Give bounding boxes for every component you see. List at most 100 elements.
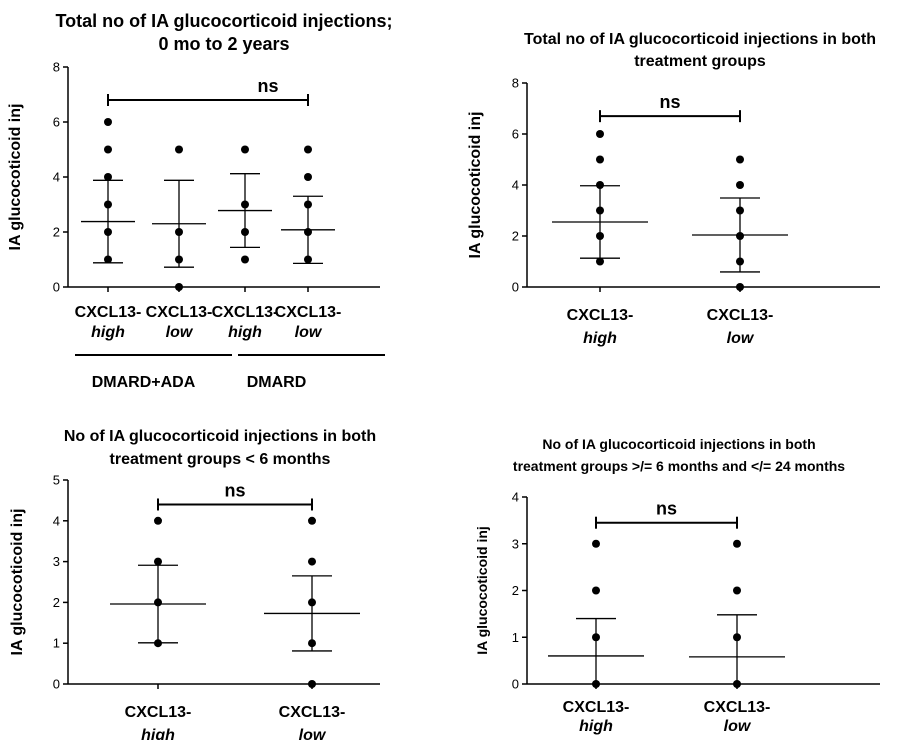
data-point	[592, 680, 600, 688]
y-tick-label: 2	[512, 229, 519, 244]
data-point	[308, 516, 316, 525]
y-tick-label: 4	[53, 513, 60, 528]
y-tick-label: 1	[512, 630, 519, 645]
x-tick-label: CXCL13-	[146, 304, 213, 321]
data-point	[304, 173, 312, 181]
significance-label: ns	[656, 499, 677, 519]
data-point	[596, 206, 604, 215]
chart-panel-3: No of IA glucocorticoid injections in bo…	[9, 428, 380, 740]
x-tick-sublabel: low	[295, 324, 323, 341]
chart-title: No of IA glucocorticoid injections in bo…	[64, 428, 376, 445]
data-point	[736, 283, 744, 291]
chart-title: treatment groups < 6 months	[110, 451, 331, 468]
data-point	[104, 173, 112, 181]
significance-label: ns	[659, 92, 680, 112]
x-tick-label: CXCL13-	[125, 704, 192, 721]
y-tick-label: 4	[512, 490, 519, 505]
data-point	[592, 633, 600, 642]
data-point	[304, 255, 312, 264]
x-tick-label: CXCL13-	[212, 304, 279, 321]
data-point	[733, 586, 741, 595]
y-tick-label: 8	[512, 76, 519, 91]
data-point	[308, 598, 316, 607]
chart-panel-2: Total no of IA glucocorticoid injections…	[467, 31, 880, 347]
data-point	[592, 586, 600, 595]
y-tick-label: 3	[53, 554, 60, 569]
x-tick-label: CXCL13-	[563, 699, 630, 716]
data-point	[154, 557, 162, 566]
y-tick-label: 1	[53, 636, 60, 651]
significance-label: ns	[257, 76, 278, 96]
data-point	[304, 200, 312, 209]
y-tick-label: 0	[53, 280, 60, 295]
data-point	[736, 155, 744, 164]
significance-label: ns	[224, 480, 245, 500]
x-tick-sublabel: high	[91, 324, 125, 341]
data-point	[175, 255, 183, 264]
x-tick-sublabel: high	[228, 324, 262, 341]
y-tick-label: 0	[512, 280, 519, 295]
data-point	[733, 539, 741, 548]
data-point	[736, 232, 744, 240]
y-tick-label: 0	[512, 677, 519, 692]
data-point	[592, 539, 600, 548]
data-point	[154, 598, 162, 607]
data-point	[736, 257, 744, 266]
chart-title: 0 mo to 2 years	[158, 34, 289, 54]
x-tick-sublabel: low	[299, 727, 327, 740]
x-tick-label: CXCL13-	[567, 307, 634, 324]
x-tick-sublabel: high	[579, 718, 613, 735]
data-point	[596, 232, 604, 240]
chart-title: treatment groups	[634, 53, 766, 70]
y-axis-label: IA glucocoticoid inj	[467, 112, 484, 259]
x-tick-label: CXCL13-	[75, 304, 142, 321]
y-axis-label: IA glucocoticoid inj	[7, 104, 24, 251]
group-label: DMARD	[247, 374, 307, 391]
data-point	[733, 680, 741, 688]
chart-title: Total no of IA glucocorticoid injections…	[524, 31, 876, 48]
data-point	[154, 516, 162, 525]
data-point	[175, 145, 183, 154]
x-tick-sublabel: low	[727, 330, 755, 347]
data-point	[104, 145, 112, 154]
data-point	[308, 680, 316, 688]
data-point	[241, 228, 249, 236]
x-tick-sublabel: low	[166, 324, 194, 341]
y-tick-label: 2	[53, 595, 60, 610]
data-point	[241, 255, 249, 264]
x-tick-sublabel: high	[141, 727, 175, 740]
data-point	[308, 557, 316, 566]
chart-panel-4: No of IA glucocorticoid injections in bo…	[474, 436, 880, 735]
x-tick-label: CXCL13-	[704, 699, 771, 716]
y-tick-label: 4	[53, 170, 60, 185]
y-tick-label: 6	[53, 115, 60, 130]
data-point	[154, 639, 162, 648]
x-tick-label: CXCL13-	[275, 304, 342, 321]
y-tick-label: 2	[53, 225, 60, 240]
chart-title: No of IA glucocorticoid injections in bo…	[542, 436, 815, 452]
data-point	[736, 206, 744, 215]
data-point	[736, 181, 744, 189]
x-tick-label: CXCL13-	[279, 704, 346, 721]
data-point	[241, 200, 249, 209]
chart-title: treatment groups >/= 6 months and </= 24…	[513, 458, 845, 474]
x-tick-label: CXCL13-	[707, 307, 774, 324]
data-point	[733, 633, 741, 642]
data-point	[175, 228, 183, 236]
data-point	[596, 130, 604, 138]
y-axis-label: IA glucocoticoid inj	[474, 526, 490, 655]
y-tick-label: 0	[53, 677, 60, 692]
data-point	[304, 145, 312, 154]
data-point	[104, 200, 112, 209]
data-point	[104, 118, 112, 126]
data-point	[304, 228, 312, 236]
y-axis-label: IA glucocoticoid inj	[9, 509, 26, 656]
chart-title: Total no of IA glucocorticoid injections…	[56, 11, 393, 31]
data-point	[596, 155, 604, 164]
data-point	[241, 145, 249, 154]
data-point	[596, 181, 604, 189]
y-tick-label: 5	[53, 473, 60, 488]
y-tick-label: 8	[53, 60, 60, 75]
data-point	[308, 639, 316, 648]
